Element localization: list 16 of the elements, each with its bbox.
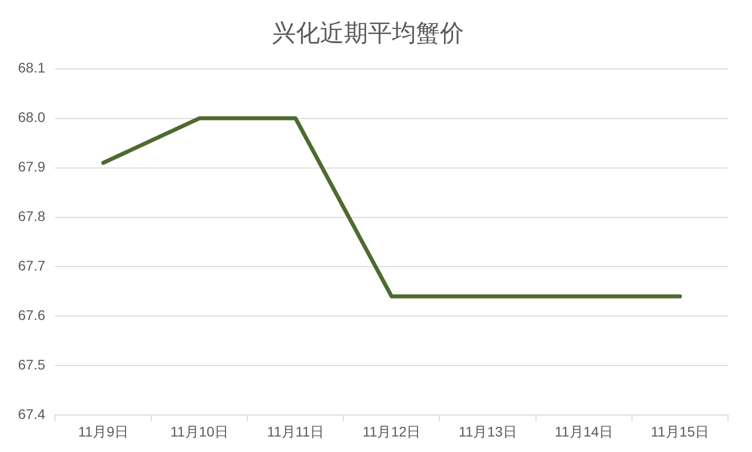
y-tick-label: 67.6 <box>18 307 46 324</box>
y-tick-label: 68.0 <box>18 109 46 126</box>
x-tick-label: 11月14日 <box>554 423 613 440</box>
chart-title: 兴化近期平均蟹价 <box>272 20 464 48</box>
y-tick-label: 67.5 <box>18 356 46 373</box>
y-tick-label: 68.1 <box>18 60 46 76</box>
x-tick-label: 11月15日 <box>650 423 709 440</box>
y-tick-label: 67.8 <box>18 208 46 224</box>
x-tick-label: 11月10日 <box>170 423 228 440</box>
x-tick-label: 11月12日 <box>362 423 421 440</box>
x-tick-label: 11月13日 <box>458 423 517 440</box>
y-tick-label: 67.9 <box>18 158 46 175</box>
x-tick-label: 11月9日 <box>78 423 128 440</box>
y-tick-label: 67.4 <box>18 406 46 422</box>
x-tick-label: 11月11日 <box>266 423 324 440</box>
y-tick-label: 67.7 <box>18 258 46 274</box>
